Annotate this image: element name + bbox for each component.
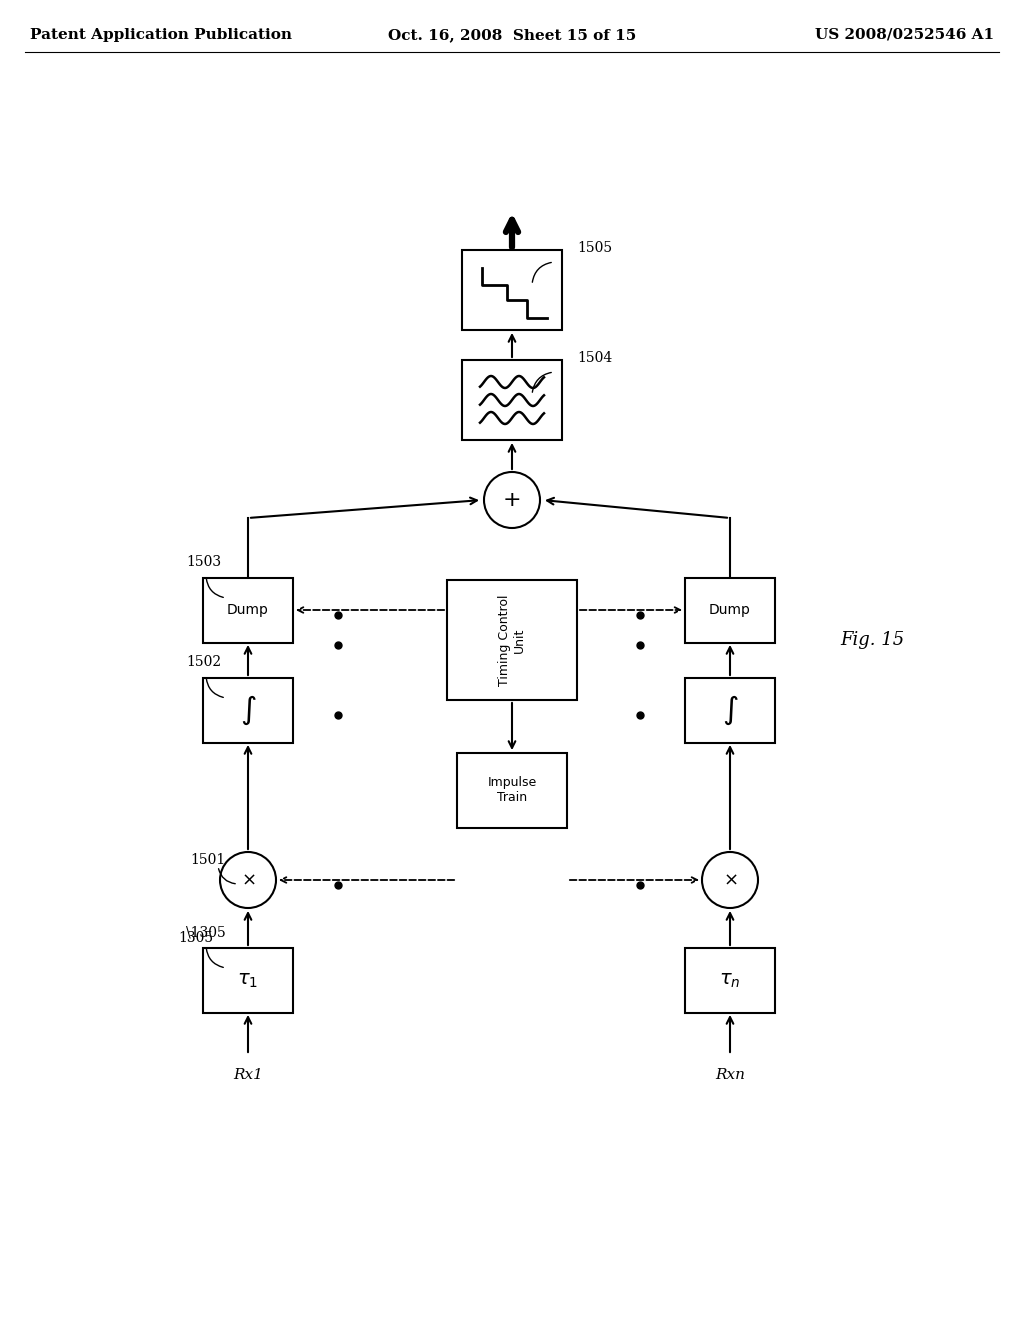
Bar (447, 579, 577, 700)
Text: 1501: 1501 (190, 853, 225, 867)
Text: $\int$: $\int$ (240, 693, 256, 726)
Text: 1502: 1502 (186, 655, 221, 669)
Bar (685, 677, 775, 742)
Bar (685, 578, 775, 643)
Text: $\int$: $\int$ (722, 693, 738, 726)
Bar (462, 249, 562, 330)
Bar (203, 948, 293, 1012)
Circle shape (702, 851, 758, 908)
Text: +: + (503, 490, 521, 510)
Text: 1503: 1503 (186, 554, 221, 569)
Text: Patent Application Publication: Patent Application Publication (30, 28, 292, 42)
Bar (462, 360, 562, 440)
Bar (685, 948, 775, 1012)
Bar (203, 578, 293, 643)
Text: $\times$: $\times$ (723, 871, 737, 888)
Text: $\times$: $\times$ (241, 871, 255, 888)
Text: \1305: \1305 (186, 925, 225, 939)
Text: 1305: 1305 (178, 931, 213, 945)
Bar (457, 752, 567, 828)
Text: 1504: 1504 (577, 351, 612, 366)
Text: Timing Control
Unit: Timing Control Unit (498, 594, 526, 686)
Text: Rxn: Rxn (715, 1068, 745, 1082)
Circle shape (220, 851, 276, 908)
Bar (203, 677, 293, 742)
Text: Impulse
Train: Impulse Train (487, 776, 537, 804)
Text: $\tau_n$: $\tau_n$ (719, 970, 740, 990)
Text: US 2008/0252546 A1: US 2008/0252546 A1 (815, 28, 994, 42)
Text: Oct. 16, 2008  Sheet 15 of 15: Oct. 16, 2008 Sheet 15 of 15 (388, 28, 636, 42)
Text: Fig. 15: Fig. 15 (840, 631, 904, 649)
Text: Rx1: Rx1 (233, 1068, 263, 1082)
Text: Dump: Dump (709, 603, 751, 616)
Text: 1505: 1505 (577, 242, 612, 255)
Text: Dump: Dump (227, 603, 269, 616)
Text: $\tau_1$: $\tau_1$ (238, 970, 258, 990)
Circle shape (484, 473, 540, 528)
